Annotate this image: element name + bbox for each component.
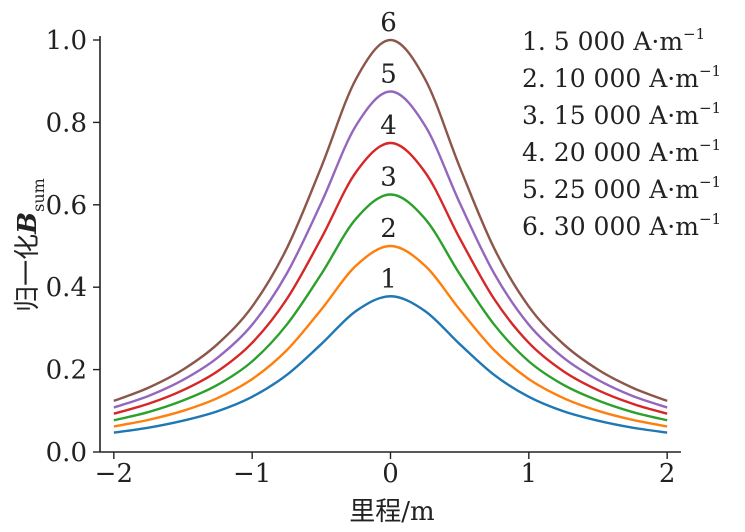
x-tick-label: 1	[521, 459, 538, 489]
series-line-2	[113, 244, 668, 428]
y-tick-label: 0.0	[46, 438, 87, 468]
legend-entry-text: 5. 25 000 A·m	[522, 175, 699, 204]
curve-label-4: 4	[380, 111, 397, 141]
curves	[113, 38, 668, 434]
x-tick-label: 2	[659, 459, 676, 489]
legend-entry-superscript: −1	[699, 62, 721, 80]
legend-entry-text: 3. 15 000 A·m	[522, 101, 699, 130]
series-line-1	[113, 295, 668, 434]
axes: −2 −1 0 1 2 0.0 0.2 0.4 0.6 0.8 1.0	[46, 26, 681, 489]
curve-label-5: 5	[380, 60, 397, 90]
x-axis-title: 里程/m	[349, 497, 434, 527]
legend-entry-1: 1. 5 000 A·m−1	[522, 25, 705, 56]
y-axis-title-prefix: 归一化	[13, 234, 43, 312]
legend: 1. 5 000 A·m−12. 10 000 A·m−13. 15 000 A…	[522, 25, 721, 241]
x-tick-label: 0	[382, 459, 399, 489]
y-tick-label: 0.6	[46, 191, 87, 221]
legend-entry-superscript: −1	[699, 210, 721, 228]
legend-entry-5: 5. 25 000 A·m−1	[522, 173, 721, 204]
y-tick-label: 0.4	[46, 273, 87, 303]
legend-entry-superscript: −1	[699, 173, 721, 191]
legend-entry-text: 6. 30 000 A·m	[522, 212, 699, 241]
y-tick-label: 0.2	[46, 356, 87, 386]
curve-label-3: 3	[380, 163, 397, 193]
curve-labels: 1 2 3 4 5 6	[380, 8, 397, 294]
legend-entry-2: 2. 10 000 A·m−1	[522, 62, 721, 93]
curve-label-6: 6	[380, 8, 397, 38]
y-tick-label: 0.8	[46, 108, 87, 138]
legend-entry-6: 6. 30 000 A·m−1	[522, 210, 721, 241]
legend-entry-superscript: −1	[699, 99, 721, 117]
series-line-6	[113, 38, 668, 403]
curve-label-2: 2	[380, 214, 397, 244]
series-line-4	[113, 141, 668, 415]
y-tick-label: 1.0	[46, 26, 87, 56]
legend-entry-3: 3. 15 000 A·m−1	[522, 99, 721, 130]
legend-entry-4: 4. 20 000 A·m−1	[522, 136, 721, 167]
y-axis-title: 归一化Bsum	[13, 178, 48, 312]
y-axis-title-var: B	[13, 212, 43, 235]
y-axis-title-sub: sum	[29, 178, 48, 212]
legend-entry-text: 4. 20 000 A·m	[522, 138, 699, 167]
legend-entry-superscript: −1	[699, 136, 721, 154]
legend-entry-superscript: −1	[683, 25, 705, 43]
x-tick-label: −1	[233, 459, 271, 489]
legend-entry-text: 2. 10 000 A·m	[522, 64, 699, 93]
x-tick-label: −2	[95, 459, 133, 489]
series-line-3	[113, 193, 668, 422]
curve-label-1: 1	[380, 264, 397, 294]
legend-entry-text: 1. 5 000 A·m	[522, 27, 683, 56]
series-line-5	[113, 90, 668, 409]
